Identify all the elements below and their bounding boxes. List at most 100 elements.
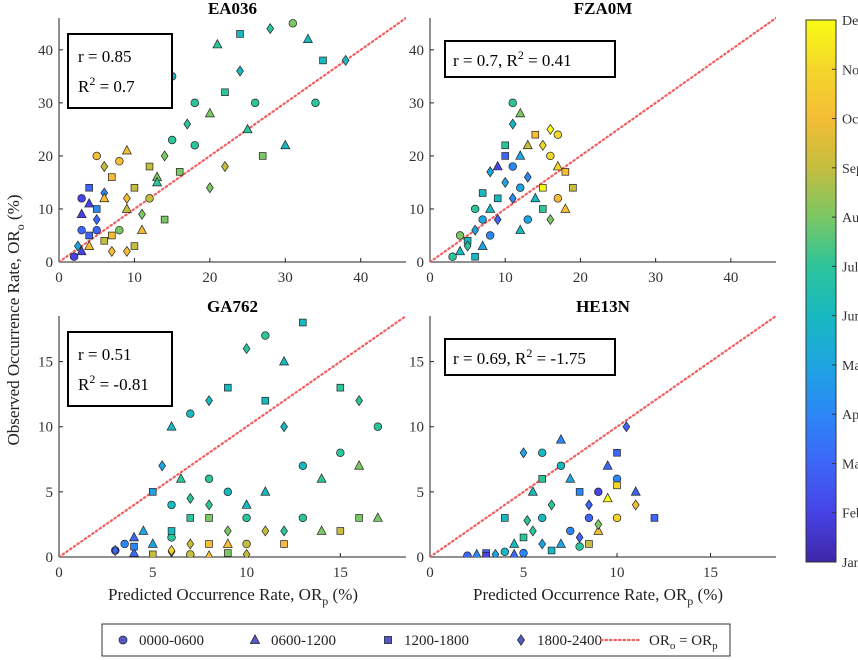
data-point (547, 546, 556, 555)
x-tick-label: 10 (239, 565, 254, 581)
data-point (266, 23, 275, 35)
data-point (123, 245, 131, 257)
data-point (204, 474, 214, 484)
y-tick-label: 10 (409, 202, 424, 218)
data-point (531, 130, 540, 139)
data-point (186, 550, 195, 557)
data-point (242, 342, 251, 355)
data-point (123, 192, 131, 204)
legend-circle-icon (118, 635, 128, 645)
data-point (84, 197, 95, 208)
data-point (501, 514, 509, 522)
data-point (77, 225, 86, 235)
stats-box (67, 331, 173, 407)
data-point (205, 549, 213, 557)
legend-triangle-icon (249, 634, 261, 644)
panel-title: HE13N (576, 297, 631, 316)
data-point (85, 183, 93, 192)
data-point (448, 252, 457, 261)
data-point (575, 531, 584, 544)
data-point (501, 152, 509, 160)
data-point (613, 481, 621, 490)
data-point (302, 33, 313, 43)
x-tick-label: 20 (202, 270, 217, 286)
data-point (280, 540, 288, 548)
colorbar-label: Apr (842, 408, 858, 423)
data-point (121, 203, 132, 213)
data-point (147, 538, 158, 548)
data-point (561, 168, 570, 176)
markers (463, 421, 659, 557)
data-point (485, 203, 496, 213)
colorbar-label: Jul (842, 260, 858, 275)
data-point (519, 533, 528, 542)
data-point (107, 245, 116, 257)
data-point (205, 540, 213, 548)
data-point (128, 547, 140, 557)
data-point (160, 150, 169, 162)
data-point (204, 107, 215, 118)
data-point (491, 548, 500, 557)
panel-ga762: 0 5 10 15 0 5 10 15 GA762 r = 0.51 R2 = -0.81 (38, 297, 406, 581)
data-point (515, 150, 526, 160)
data-point (236, 65, 244, 77)
y-tick-label: 20 (38, 149, 53, 165)
data-point (336, 383, 345, 392)
data-point (186, 492, 195, 504)
data-point (108, 231, 116, 240)
data-point (149, 488, 157, 496)
data-point (261, 331, 270, 340)
markers (111, 318, 383, 557)
legend-square-icon (384, 636, 392, 644)
data-point (631, 499, 640, 511)
data-point (319, 56, 327, 65)
data-point (575, 488, 584, 496)
data-point (336, 448, 345, 457)
y-tick-label: 0 (417, 550, 425, 566)
data-point (121, 144, 132, 155)
panel-title: FZA0M (574, 0, 633, 18)
x-tick-label: 30 (648, 270, 663, 286)
identity-line (430, 16, 776, 262)
data-point (552, 160, 563, 171)
data-point (279, 355, 290, 366)
data-point (515, 107, 526, 118)
colorbar-label: Sep (842, 162, 858, 177)
data-point (85, 231, 93, 240)
data-point (250, 98, 260, 108)
data-point (316, 473, 327, 483)
data-point (519, 447, 528, 459)
legend-label: 0000-0600 (139, 633, 204, 649)
x-tick-label: 0 (426, 270, 434, 286)
colorbar-label: Jan (842, 556, 858, 571)
legend: 0000-0600 0600-1200 1200-1800 1800-2400 ORo … (101, 623, 731, 657)
colorbar-label: May (842, 359, 858, 374)
legend-diamond-icon (517, 634, 525, 646)
data-point (120, 539, 129, 549)
x-tick-label: 40 (723, 270, 738, 286)
data-point (92, 151, 101, 161)
data-point (130, 542, 138, 551)
data-point (547, 499, 556, 511)
data-point (205, 499, 213, 511)
data-point (258, 152, 267, 160)
colorbar-bar (805, 19, 837, 563)
x-tick-label: 10 (127, 270, 142, 286)
data-point (108, 173, 116, 181)
x-axis-label-left: Predicted Occurrence Rate, ORp (%) (108, 585, 358, 608)
y-tick-label: 10 (409, 420, 424, 436)
data-point (538, 475, 546, 483)
y-tick-label: 40 (409, 43, 424, 59)
data-point (566, 526, 575, 536)
data-point (158, 460, 166, 472)
data-point (585, 499, 593, 511)
data-point (280, 139, 291, 150)
legend-label: 1800-2400 (537, 633, 602, 649)
stat-r: r = 0.85 (78, 47, 132, 66)
data-point (501, 176, 510, 189)
data-point (602, 460, 613, 470)
data-point (612, 474, 622, 484)
data-point (602, 492, 613, 503)
